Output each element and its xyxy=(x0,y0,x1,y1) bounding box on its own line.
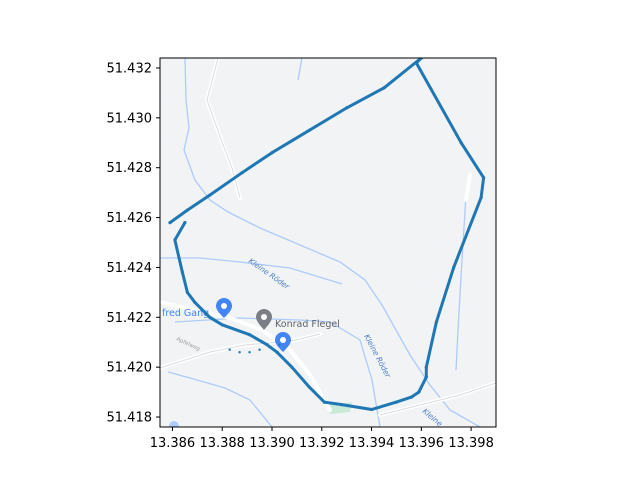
data-point xyxy=(459,141,463,145)
data-point xyxy=(482,176,486,180)
y-tick-label: 51.432 xyxy=(107,61,153,76)
map-corner-dot xyxy=(169,421,179,427)
data-point xyxy=(240,171,244,175)
y-tick-label: 51.420 xyxy=(107,361,153,376)
x-tick-label: 13.398 xyxy=(448,436,494,451)
x-tick-label: 13.396 xyxy=(399,436,445,451)
map-poi-road-marker xyxy=(275,332,291,352)
map-label-poi-2: fred Gang xyxy=(162,308,209,319)
y-axis: 51.418 51.420 51.422 51.424 51.426 51.428 51.4… xyxy=(107,61,160,426)
data-point xyxy=(185,290,189,294)
y-tick-label: 51.422 xyxy=(107,311,153,326)
data-point xyxy=(168,221,172,225)
map-poi-fred-gang: fred Gang xyxy=(162,298,232,319)
data-point xyxy=(417,390,421,394)
y-tick-label: 51.428 xyxy=(107,161,153,176)
data-point xyxy=(479,196,483,200)
data-point xyxy=(409,395,413,399)
map-streams xyxy=(160,58,481,427)
data-point xyxy=(434,320,438,324)
x-tick-label: 13.386 xyxy=(150,436,196,451)
data-point xyxy=(424,365,428,369)
data-point xyxy=(248,351,251,354)
data-point xyxy=(322,400,326,404)
data-point xyxy=(258,348,261,351)
data-point xyxy=(180,270,184,274)
data-point xyxy=(452,265,456,269)
x-tick-label: 13.388 xyxy=(199,436,245,451)
data-point xyxy=(220,323,224,327)
data-point xyxy=(275,350,279,354)
map-label-poi-1: Konrad Flegel xyxy=(275,319,340,330)
series-2 xyxy=(228,343,281,354)
data-point xyxy=(183,221,187,225)
data-layer xyxy=(168,58,486,412)
data-point xyxy=(394,400,398,404)
series-1 xyxy=(168,58,486,412)
data-point xyxy=(238,351,241,354)
y-tick-label: 51.424 xyxy=(107,261,153,276)
data-point xyxy=(307,385,311,389)
plot-frame xyxy=(159,57,497,428)
data-point xyxy=(185,208,189,212)
data-point xyxy=(307,128,311,132)
data-point xyxy=(345,106,349,110)
data-point xyxy=(340,403,344,407)
y-tick-label: 51.426 xyxy=(107,211,153,226)
data-point xyxy=(248,333,252,337)
data-point xyxy=(208,315,212,319)
data-point xyxy=(193,300,197,304)
data-point xyxy=(173,238,177,242)
x-tick-label: 13.390 xyxy=(249,436,295,451)
data-point xyxy=(268,346,271,349)
data-point xyxy=(382,86,386,90)
data-point xyxy=(414,61,418,65)
map-poi-konrad-flegel: Konrad Flegel xyxy=(256,309,340,330)
x-tick-label: 13.392 xyxy=(299,436,345,451)
data-point xyxy=(265,343,269,347)
y-tick-label: 51.430 xyxy=(107,111,153,126)
data-point xyxy=(278,343,281,346)
x-tick-label: 13.394 xyxy=(349,436,395,451)
y-tick-label: 51.418 xyxy=(107,411,153,426)
data-point xyxy=(370,407,374,412)
data-point xyxy=(424,375,428,379)
data-point xyxy=(270,151,274,155)
data-point xyxy=(290,365,294,369)
data-point xyxy=(228,348,231,351)
data-point xyxy=(208,193,212,197)
x-axis: 13.386 13.388 13.390 13.392 13.394 13.396 13.3… xyxy=(150,427,494,451)
